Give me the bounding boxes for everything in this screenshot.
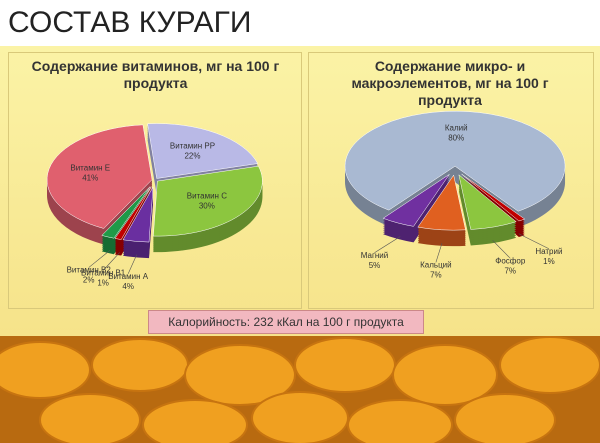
slice-label: Витамин С: [187, 192, 227, 201]
slice: [101, 186, 151, 239]
slice: [417, 174, 466, 231]
slice-label: Витамин Е: [70, 163, 110, 172]
value-label: 5%: [369, 261, 381, 270]
slice: [114, 186, 152, 240]
value-label: 30%: [199, 202, 215, 211]
slice-label: Калий: [445, 123, 468, 132]
leader-line: [374, 236, 401, 254]
value-label: 22%: [184, 151, 200, 160]
leader-line: [88, 250, 111, 268]
slice-label: Витамин В2: [67, 266, 112, 275]
slice-label: Витамин В1: [81, 269, 126, 278]
page-title: СОСТАВ КУРАГИ: [8, 6, 252, 39]
leader-line: [492, 240, 511, 259]
value-label: 80%: [448, 133, 464, 142]
value-label: 7%: [430, 271, 442, 280]
value-label: 41%: [82, 173, 98, 182]
value-label: 2%: [83, 276, 95, 285]
slice: [122, 186, 154, 243]
slice-label: Кальций: [420, 261, 451, 270]
slice: [46, 124, 153, 229]
slice: [147, 123, 259, 179]
slice-label: Витамин PP: [170, 141, 215, 150]
slice-label: Фосфор: [495, 256, 526, 265]
slice: [461, 173, 526, 222]
slice-label: Магний: [361, 251, 388, 260]
panel: [308, 52, 594, 309]
slice: [382, 174, 450, 227]
slice-label: Натрий: [535, 247, 562, 256]
calorie-note: Калорийность: 232 кКал на 100 г продукта: [148, 310, 424, 334]
slice: [153, 165, 263, 237]
value-label: 4%: [122, 282, 134, 291]
header: СОСТАВ КУРАГИ: [0, 0, 600, 46]
value-label: 7%: [504, 266, 516, 275]
chart-title: Содержание микро- и макроэлементов, мг н…: [351, 58, 549, 108]
leader-line: [102, 252, 120, 271]
slice: [344, 110, 566, 212]
value-label: 1%: [97, 279, 109, 288]
leader-line: [518, 233, 550, 250]
leader-line: [435, 242, 443, 263]
panel: [8, 52, 302, 309]
slice-label: Витамин А: [108, 272, 148, 281]
slice: [458, 174, 517, 230]
chart-title: Содержание витаминов, мг на 100 г продук…: [31, 58, 280, 91]
leader-line: [127, 254, 138, 274]
value-label: 1%: [543, 257, 555, 266]
